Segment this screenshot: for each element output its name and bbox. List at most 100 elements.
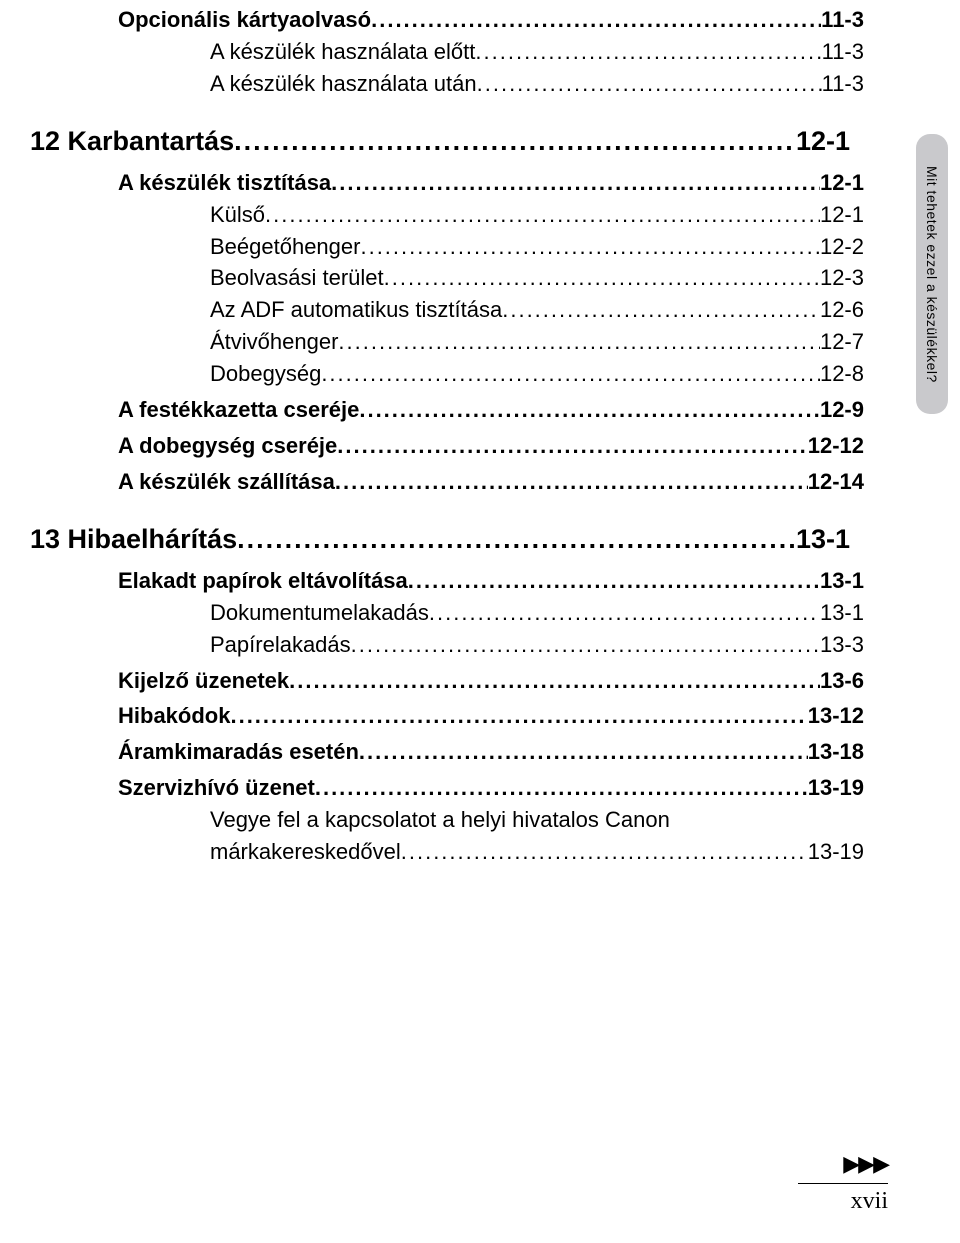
toc-page-ref: 12-6 <box>820 294 864 326</box>
toc-leader <box>408 565 820 597</box>
toc-entry: Az ADF automatikus tisztítása 12-6 <box>210 294 864 326</box>
toc-entry: Beégetőhenger 12-2 <box>210 231 864 263</box>
toc-entry: 12 Karbantartás 12-1 <box>30 122 850 161</box>
toc-leader <box>429 597 820 629</box>
toc-page-ref: 12-1 <box>796 122 850 161</box>
toc-entry: Papírelakadás 13-3 <box>210 629 864 661</box>
toc-page-ref: 12-14 <box>808 466 864 498</box>
toc-title: Az ADF automatikus tisztítása <box>210 294 502 326</box>
toc-leader <box>477 68 822 100</box>
toc-leader <box>230 700 807 732</box>
toc-leader <box>237 520 796 559</box>
toc-title: márkakereskedővel <box>210 836 401 868</box>
toc-entry: Dokumentumelakadás 13-1 <box>210 597 864 629</box>
toc-page-ref: 13-19 <box>808 772 864 804</box>
toc-page-ref: 11-3 <box>822 36 864 68</box>
continue-arrows-icon: ▶▶▶ <box>798 1151 888 1177</box>
toc-page-ref: 13-12 <box>808 700 864 732</box>
toc-page-ref: 12-9 <box>820 394 864 426</box>
toc-title: A készülék szállítása <box>118 466 335 498</box>
page-number: xvii <box>798 1188 888 1215</box>
toc-entry: Dobegység 12-8 <box>210 358 864 390</box>
toc-page-ref: 13-6 <box>820 665 864 697</box>
toc-page-ref: 12-8 <box>820 358 864 390</box>
toc-entry: A készülék tisztítása 12-1 <box>118 167 864 199</box>
toc-entry: Elakadt papírok eltávolítása 13-1 <box>118 565 864 597</box>
toc-leader <box>265 199 820 231</box>
toc-leader <box>315 772 808 804</box>
toc-page-ref: 11-3 <box>821 4 864 36</box>
toc-entry: Átvivőhenger 12-7 <box>210 326 864 358</box>
toc-leader <box>401 836 808 868</box>
toc-leader <box>289 665 820 697</box>
toc-page-ref: 13-18 <box>808 736 864 768</box>
toc-leader <box>359 394 820 426</box>
toc-title: Beégetőhenger <box>210 231 360 263</box>
toc-entry: A dobegység cseréje 12-12 <box>118 430 864 462</box>
toc-page-ref: 12-1 <box>820 199 864 231</box>
toc-title: Szervizhívó üzenet <box>118 772 315 804</box>
toc-title: Kijelző üzenetek <box>118 665 289 697</box>
toc-page-ref: 12-12 <box>808 430 864 462</box>
side-tab-label: Mit tehetek ezzel a készülékkel? <box>924 166 940 383</box>
toc-leader <box>234 122 796 161</box>
toc-entry: A készülék használata után 11-3 <box>210 68 864 100</box>
toc-page-ref: 12-3 <box>820 262 864 294</box>
toc-leader <box>338 326 820 358</box>
toc-title: Opcionális kártyaolvasó <box>118 4 371 36</box>
toc-title: A dobegység cseréje <box>118 430 337 462</box>
toc-title: A festékkazetta cseréje <box>118 394 359 426</box>
toc-leader <box>351 629 820 661</box>
side-tab: Mit tehetek ezzel a készülékkel? <box>916 134 948 414</box>
toc-title: Dokumentumelakadás <box>210 597 429 629</box>
toc-leader <box>360 231 819 263</box>
toc-entry: Szervizhívó üzenet 13-19 <box>118 772 864 804</box>
toc-page-ref: 13-19 <box>808 836 864 868</box>
toc-leader <box>371 4 821 36</box>
toc-entry: Hibakódok 13-12 <box>118 700 864 732</box>
toc-title: Hibakódok <box>118 700 230 732</box>
toc-container: Opcionális kártyaolvasó 11-3A készülék h… <box>30 4 900 868</box>
toc-title: A készülék használata után <box>210 68 477 100</box>
toc-title: Elakadt papírok eltávolítása <box>118 565 408 597</box>
toc-leader <box>502 294 820 326</box>
toc-page-ref: 13-1 <box>820 597 864 629</box>
toc-page-ref: 11-3 <box>822 68 864 100</box>
toc-leader <box>384 262 820 294</box>
toc-title: Dobegység <box>210 358 321 390</box>
toc-title: Beolvasási terület <box>210 262 384 294</box>
toc-title: Áramkimaradás esetén <box>118 736 359 768</box>
toc-title: 12 Karbantartás <box>30 122 234 161</box>
page-footer: ▶▶▶ xvii <box>798 1151 888 1215</box>
toc-leader <box>475 36 821 68</box>
toc-title: 13 Hibaelhárítás <box>30 520 237 559</box>
toc-leader <box>331 167 820 199</box>
toc-page-ref: 12-2 <box>820 231 864 263</box>
toc-leader <box>337 430 807 462</box>
toc-page-ref: 13-1 <box>796 520 850 559</box>
footer-divider <box>798 1183 888 1184</box>
toc-entry: Beolvasási terület 12-3 <box>210 262 864 294</box>
toc-page-ref: 12-1 <box>820 167 864 199</box>
toc-entry: Áramkimaradás esetén 13-18 <box>118 736 864 768</box>
toc-title: Papírelakadás <box>210 629 351 661</box>
toc-title: A készülék tisztítása <box>118 167 331 199</box>
toc-entry: Opcionális kártyaolvasó 11-3 <box>118 4 864 36</box>
toc-entry: A festékkazetta cseréje 12-9 <box>118 394 864 426</box>
toc-entry: 13 Hibaelhárítás 13-1 <box>30 520 850 559</box>
toc-title: Átvivőhenger <box>210 326 338 358</box>
toc-entry: A készülék használata előtt 11-3 <box>210 36 864 68</box>
toc-leader <box>359 736 808 768</box>
toc-leader <box>335 466 808 498</box>
toc-page: Mit tehetek ezzel a készülékkel? Opcioná… <box>0 4 960 1243</box>
toc-title: Külső <box>210 199 265 231</box>
toc-leader <box>321 358 820 390</box>
toc-entry: márkakereskedővel 13-19 <box>210 836 864 868</box>
toc-entry: Vegye fel a kapcsolatot a helyi hivatalo… <box>210 804 864 836</box>
toc-page-ref: 13-3 <box>820 629 864 661</box>
toc-entry: Külső 12-1 <box>210 199 864 231</box>
toc-entry: A készülék szállítása 12-14 <box>118 466 864 498</box>
toc-title: A készülék használata előtt <box>210 36 475 68</box>
toc-page-ref: 13-1 <box>820 565 864 597</box>
toc-page-ref: 12-7 <box>820 326 864 358</box>
